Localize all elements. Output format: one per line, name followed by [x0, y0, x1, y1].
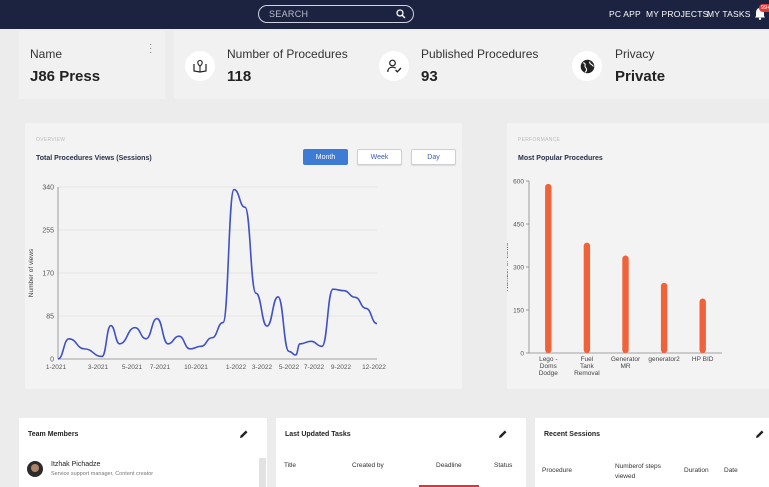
bar	[622, 255, 629, 353]
y-tick-label: 0	[50, 357, 54, 364]
y-tick-label: 170	[42, 271, 54, 278]
name-card: Name J86 Press · · ·	[19, 31, 165, 99]
bar	[660, 282, 668, 353]
top-bar: PC APP MY PROJECTS MY TASKS 99+	[0, 0, 769, 29]
x-tick-label: 9-2022	[331, 364, 352, 371]
x-tick-label: generator2	[648, 356, 680, 363]
col-date[interactable]: Date	[724, 467, 738, 474]
month-button[interactable]: Month	[303, 149, 348, 165]
privacy-label: Privacy	[615, 47, 655, 61]
x-tick-label: Generator MR	[611, 356, 641, 370]
nav-my-projects[interactable]: MY PROJECTS	[646, 9, 709, 19]
search-box[interactable]	[258, 5, 414, 23]
x-tick-label: HP BID	[692, 356, 714, 363]
y-tick-label: 255	[42, 228, 54, 235]
search-input[interactable]	[269, 7, 393, 21]
y-tick-label: 0	[520, 351, 524, 358]
x-tick-label: 5-2022	[279, 364, 300, 371]
col-duration[interactable]: Duration	[684, 467, 709, 474]
performance-title: Most Popular Procedures	[518, 155, 603, 162]
performance-panel: PERFORMANCE Most Popular Procedures 0 150…	[507, 123, 769, 389]
y-tick-label: 300	[513, 265, 524, 272]
col-steps-viewed[interactable]: Numberof steps viewed	[615, 463, 661, 480]
search-icon[interactable]	[396, 9, 406, 19]
views-line-chart: 0 85 170 255 340 Number of views 1-2021 3-2021 5…	[28, 185, 386, 372]
member-avatar[interactable]	[27, 461, 43, 477]
x-tick-label: 7-2021	[150, 364, 171, 371]
user-check-icon	[386, 59, 401, 73]
x-tick-label: 10-2021	[184, 364, 208, 371]
nav-pc-app[interactable]: PC APP	[609, 9, 641, 19]
x-tick-label: Fuel Tank Removal	[574, 356, 600, 377]
edit-team-icon[interactable]	[239, 429, 249, 439]
y-tick-label: 85	[46, 314, 54, 321]
x-tick-label: 7-2022	[304, 364, 325, 371]
sessions-title: Recent Sessions	[544, 431, 601, 438]
privacy-value: Private	[615, 68, 666, 85]
y-axis-label: Number of views	[28, 248, 35, 297]
published-icon-wrap	[379, 51, 409, 81]
bar	[545, 183, 552, 353]
x-tick-label: Lego -Doms Dodge	[539, 356, 559, 377]
member-role: Service support manager, Content creator	[51, 471, 154, 477]
overview-title: Total Procedures Views (Sessions)	[36, 155, 152, 162]
x-tick-label: 3-2021	[88, 364, 109, 371]
col-created-by[interactable]: Created by	[352, 462, 384, 469]
procedures-value: 118	[227, 68, 252, 85]
y-axis-label: Number of views	[507, 242, 510, 291]
col-deadline[interactable]: Deadline	[436, 462, 462, 469]
y-tick-label: 450	[513, 222, 524, 229]
published-label: Published Procedures	[421, 47, 539, 61]
globe-icon	[580, 59, 594, 73]
day-button[interactable]: Day	[411, 149, 456, 165]
name-value: J86 Press	[30, 68, 101, 85]
col-procedure[interactable]: Procedure	[542, 467, 572, 474]
y-tick-label: 340	[42, 185, 54, 192]
recent-sessions-card: Recent Sessions Procedure Numberof steps…	[535, 418, 769, 487]
edit-sessions-icon[interactable]	[755, 429, 765, 439]
bar	[583, 242, 591, 353]
overview-overline: OVERVIEW	[36, 137, 66, 143]
week-button[interactable]: Week	[357, 149, 402, 165]
privacy-icon-wrap	[572, 51, 602, 81]
col-title[interactable]: Title	[284, 462, 297, 469]
views-line-series	[57, 188, 378, 360]
x-tick-label: 1-2022	[226, 364, 247, 371]
procedures-label: Number of Procedures	[227, 47, 348, 61]
tasks-card: Last Updated Tasks Title Created by Dead…	[276, 418, 526, 487]
name-label: Name	[30, 47, 63, 61]
x-tick-label: 5-2021	[122, 364, 143, 371]
x-tick-label: 12-2022	[362, 364, 386, 371]
book-map-icon	[193, 59, 207, 73]
edit-tasks-icon[interactable]	[498, 429, 508, 439]
x-tick-label: 3-2022	[252, 364, 273, 371]
stats-card: Number of Procedures 118 Published Proce…	[174, 31, 769, 99]
published-value: 93	[421, 68, 438, 85]
more-options-icon[interactable]: · · ·	[149, 39, 153, 58]
team-members-card: Team Members Itzhak Pichadze Service sup…	[19, 418, 267, 487]
deadline-indicator	[419, 485, 479, 487]
performance-overline: PERFORMANCE	[518, 137, 561, 143]
y-tick-label: 150	[513, 308, 524, 315]
procedures-icon-wrap	[185, 51, 215, 81]
col-status[interactable]: Status	[494, 462, 513, 469]
bar	[699, 298, 706, 353]
notification-badge: 99+	[759, 4, 769, 12]
team-title: Team Members	[28, 431, 79, 438]
overview-panel: OVERVIEW Total Procedures Views (Session…	[25, 123, 462, 389]
member-name: Itzhak Pichadze	[51, 461, 101, 468]
x-tick-label: 1-2021	[46, 364, 67, 371]
tasks-title: Last Updated Tasks	[285, 431, 351, 438]
team-scrollbar[interactable]	[259, 458, 266, 487]
nav-my-tasks[interactable]: MY TASKS	[707, 9, 751, 19]
popular-procedures-bar-chart: 0 150 300 450 600 Number of views Lego -Doms Do…	[507, 179, 722, 377]
y-tick-label: 600	[513, 179, 524, 186]
